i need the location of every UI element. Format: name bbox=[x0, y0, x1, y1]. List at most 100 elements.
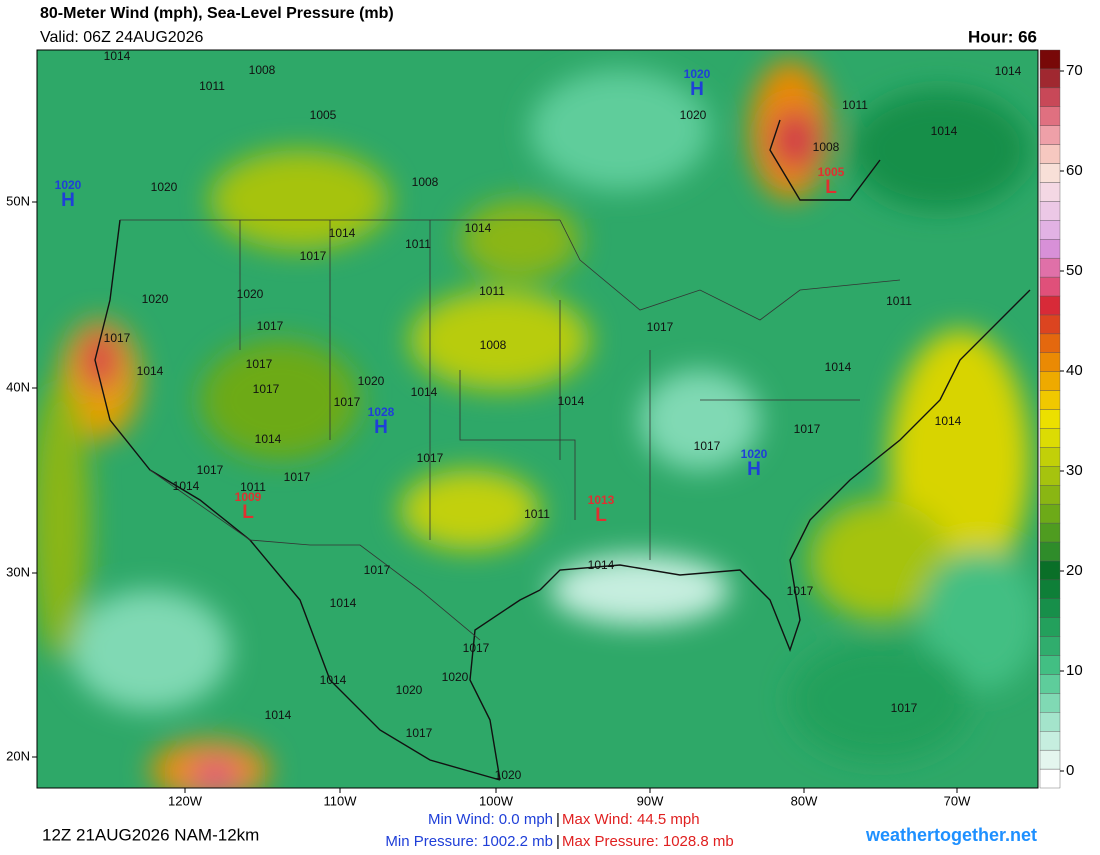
max-wind: Max Wind: 44.5 mph bbox=[562, 811, 700, 828]
isobar-label: 1017 bbox=[253, 382, 280, 396]
colorbar-cell bbox=[1039, 144, 1061, 164]
min-pressure: Min Pressure: 1002.2 mb bbox=[385, 833, 553, 850]
max-pressure: Max Pressure: 1028.8 mb bbox=[562, 833, 734, 850]
colorbar-cell bbox=[1039, 617, 1061, 637]
pressure-center-letter: L bbox=[825, 177, 837, 198]
isobar-label: 1014 bbox=[173, 479, 200, 493]
isobar-label: 1014 bbox=[329, 226, 356, 240]
pressure-center-letter: H bbox=[61, 190, 75, 211]
isobar-label: 1014 bbox=[935, 414, 962, 428]
colorbar-label: 50 bbox=[1066, 262, 1083, 279]
isobar-label: 1017 bbox=[334, 395, 361, 409]
pressure-center-value: 1013 bbox=[588, 493, 615, 507]
colorbar-cell bbox=[1039, 522, 1061, 543]
isobar-label: 1020 bbox=[237, 287, 264, 301]
longitude-label: 100W bbox=[479, 793, 514, 808]
colorbar-cell bbox=[1039, 447, 1061, 467]
isobar-label: 1017 bbox=[284, 470, 311, 484]
latitude-label: 30N bbox=[6, 564, 30, 579]
pressure-center-letter: L bbox=[595, 505, 607, 526]
pressure-center-value: 1009 bbox=[235, 490, 262, 504]
model-run: 12Z 21AUG2026 NAM-12km bbox=[42, 825, 259, 844]
colorbar-cell bbox=[1039, 636, 1061, 656]
isobar-label: 1011 bbox=[240, 480, 266, 494]
isobar-label: 1014 bbox=[265, 708, 292, 722]
pressure-center-letter: H bbox=[374, 417, 388, 438]
colorbar-cell bbox=[1039, 125, 1061, 145]
valid-time: Valid: 06Z 24AUG2026 bbox=[40, 29, 203, 46]
colorbar-cell bbox=[1039, 466, 1061, 486]
colorbar-cell bbox=[1039, 49, 1061, 70]
isobar-label: 1014 bbox=[255, 432, 282, 446]
isobar-label: 1014 bbox=[558, 394, 585, 408]
latitude-label: 50N bbox=[6, 193, 30, 208]
latitude-label: 40N bbox=[6, 379, 30, 394]
isobar-label: 1008 bbox=[249, 63, 276, 77]
separator: | bbox=[556, 811, 560, 828]
map-field bbox=[37, 50, 1038, 788]
isobar-label: 1014 bbox=[137, 364, 164, 378]
map-frame bbox=[36, 49, 1039, 789]
colorbar-cell bbox=[1039, 409, 1061, 429]
isobar-label: 1017 bbox=[787, 584, 814, 598]
isobar-label: 1020 bbox=[680, 108, 707, 122]
isobar-label: 1008 bbox=[813, 140, 840, 154]
colorbar-cell bbox=[1039, 541, 1061, 562]
colorbar-label: 30 bbox=[1066, 462, 1083, 479]
colorbar-label: 60 bbox=[1066, 162, 1083, 179]
colorbar-cell bbox=[1039, 352, 1061, 372]
isobar-label: 1011 bbox=[479, 284, 505, 298]
colorbar-cell bbox=[1039, 655, 1061, 675]
colorbar-cell bbox=[1039, 182, 1061, 202]
pressure-center-value: 1005 bbox=[818, 165, 845, 179]
separator: | bbox=[556, 833, 560, 850]
colorbar-cell bbox=[1039, 712, 1061, 732]
isobar-label: 1017 bbox=[406, 726, 433, 740]
pressure-center-value: 1028 bbox=[368, 405, 395, 419]
isobar-label: 1017 bbox=[694, 439, 721, 453]
colorbar-cell bbox=[1039, 257, 1061, 278]
title: 80-Meter Wind (mph), Sea-Level Pressure … bbox=[40, 5, 394, 22]
isobar-label: 1020 bbox=[142, 292, 169, 306]
isobar-label: 1017 bbox=[647, 320, 674, 334]
isobar-label: 1017 bbox=[246, 357, 273, 371]
isobar-label: 1017 bbox=[300, 249, 327, 263]
isobar-label: 1011 bbox=[405, 237, 431, 251]
colorbar-cell bbox=[1039, 503, 1061, 524]
isobar-label: 1011 bbox=[842, 98, 868, 112]
borders bbox=[120, 219, 901, 641]
pressure-center-letter: H bbox=[690, 79, 704, 100]
isobar-label: 1008 bbox=[412, 175, 439, 189]
isobar-label: 1008 bbox=[480, 338, 507, 352]
colorbar-label: 40 bbox=[1066, 362, 1083, 379]
site-name: weathertogether.net bbox=[865, 825, 1037, 845]
longitude-label: 80W bbox=[791, 793, 818, 808]
colorbar-cell bbox=[1039, 314, 1061, 335]
colorbar-cell bbox=[1039, 295, 1061, 316]
pressure-center-value: 1020 bbox=[741, 447, 768, 461]
colorbar-cell bbox=[1039, 163, 1061, 183]
colorbar-cell bbox=[1039, 693, 1061, 713]
isobar-label: 1011 bbox=[886, 294, 912, 308]
pressure-center-value: 1020 bbox=[684, 67, 711, 81]
colorbar-cell bbox=[1039, 220, 1061, 240]
colorbar-label: 0 bbox=[1066, 762, 1074, 779]
colorbar-cell bbox=[1039, 579, 1061, 599]
wind-shading bbox=[37, 60, 1038, 788]
isobar-label: 1011 bbox=[199, 79, 225, 93]
isobar-label: 1020 bbox=[151, 180, 178, 194]
colorbar-cell bbox=[1039, 371, 1061, 391]
isobar-label: 1014 bbox=[330, 596, 357, 610]
latitude-label: 20N bbox=[6, 748, 30, 763]
colorbar-cell bbox=[1039, 87, 1061, 107]
colorbar-cell bbox=[1039, 68, 1061, 89]
colorbar-cell bbox=[1039, 428, 1061, 448]
colorbar-cell bbox=[1039, 485, 1061, 505]
colorbar-cell bbox=[1039, 560, 1061, 581]
isobar-label: 1020 bbox=[442, 670, 469, 684]
isobar-label: 1014 bbox=[931, 124, 958, 138]
colorbar-cell bbox=[1039, 239, 1061, 259]
pressure-center-letter: H bbox=[747, 459, 761, 480]
